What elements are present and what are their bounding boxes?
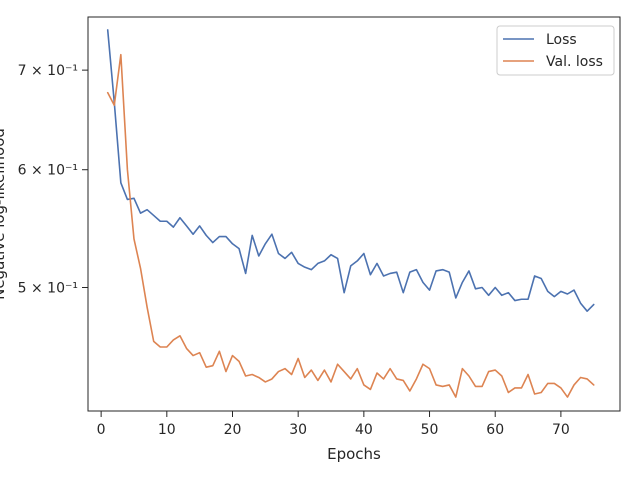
legend-label-loss: Loss [546,32,577,48]
x-tick-label: 10 [158,422,176,438]
x-tick-label: 60 [486,422,504,438]
y-tick-label: 7 × 10⁻¹ [18,63,78,79]
y-axis-label: Negative log-likelihood [0,128,8,300]
y-tick-label: 5 × 10⁻¹ [18,281,78,297]
series-lines [106,29,595,398]
y-tick-label: 6 × 10⁻¹ [18,163,78,179]
x-tick-label: 0 [97,422,106,438]
x-tick-label: 30 [289,422,307,438]
legend: Loss Val. loss [496,25,615,76]
y-axis-ticks: 5 × 10⁻¹ 6 × 10⁻¹ 7 × 10⁻¹ [18,63,88,297]
x-axis-label: Epochs [327,445,381,463]
x-tick-label: 40 [355,422,373,438]
legend-label-val-loss: Val. loss [546,54,603,70]
series-line-val-loss [106,53,595,398]
x-axis-ticks: 0 10 20 30 40 50 60 70 [97,411,570,438]
x-tick-label: 20 [224,422,242,438]
series-line-loss [106,29,595,312]
plot-frame [87,16,621,412]
plot-background [88,17,620,411]
x-tick-label: 50 [421,422,439,438]
x-tick-label: 70 [552,422,570,438]
